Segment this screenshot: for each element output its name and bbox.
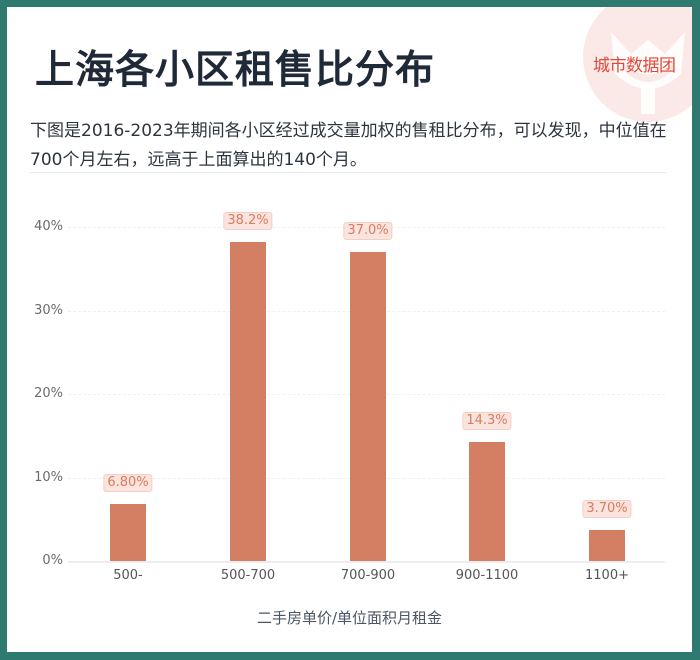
chart-description: 下图是2016-2023年期间各小区经过成交量加权的售租比分布，可以发现，中位值… <box>30 121 667 170</box>
bar-value-label: 3.70% <box>582 500 632 519</box>
bar-500-700 <box>230 242 266 561</box>
page-title: 上海各小区租售比分布 <box>35 48 436 93</box>
bar-value-label: 14.3% <box>462 411 512 430</box>
x-tick-label: 700-900 <box>340 568 396 583</box>
y-tick-label: 10% <box>34 469 63 485</box>
x-axis-title: 二手房单价/单位面积月租金 <box>256 609 443 627</box>
divider <box>30 172 666 173</box>
x-tick-label: 900-1100 <box>455 568 519 583</box>
x-tick-label: 1100+ <box>585 568 629 583</box>
chart-card: 城市数据团 上海各小区租售比分布 下图是2016-2023年期间各小区经过成交量… <box>7 7 692 652</box>
bar-value-label: 38.2% <box>223 212 273 231</box>
y-tick-label: 30% <box>34 302 63 318</box>
bar-value-label: 6.80% <box>103 474 153 493</box>
x-tick-label: 500- <box>113 568 143 583</box>
bar-500- <box>110 504 146 561</box>
bar-value-label: 37.0% <box>343 222 393 241</box>
y-tick-label: 20% <box>34 386 63 401</box>
bar-900-1100 <box>469 441 505 561</box>
y-tick-label: 0% <box>42 553 63 568</box>
bar-700-900 <box>350 252 386 561</box>
bar-1100+ <box>589 530 625 561</box>
brand-logo-watermark <box>583 7 692 122</box>
bar-chart: 二手房单价/单位面积月租金 0% 10% 20% 30% 40% 6.80% 500- 38.… <box>7 7 692 652</box>
cat-logo-icon <box>611 32 685 114</box>
x-axis-line <box>68 561 665 563</box>
brand-name: 城市数据团 <box>593 56 676 76</box>
y-tick-label: 40% <box>34 219 63 234</box>
x-tick-label: 500-700 <box>220 568 276 583</box>
